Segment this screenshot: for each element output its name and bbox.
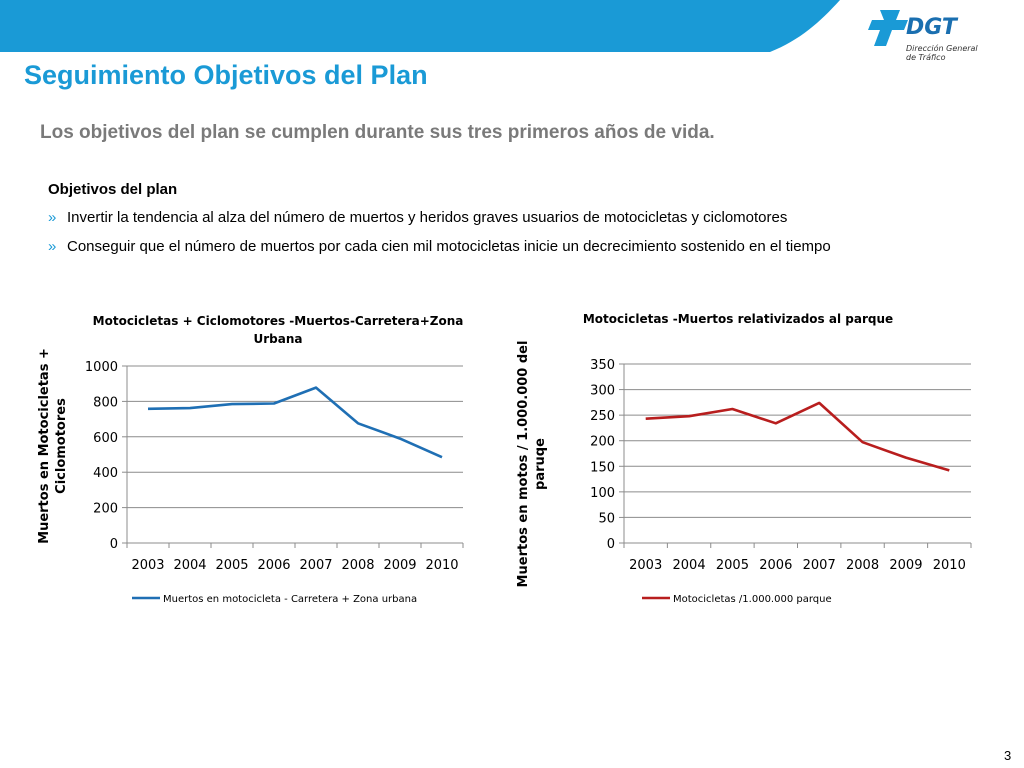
logo-text: DGT	[906, 15, 959, 40]
y-tick-label: 50	[598, 511, 615, 526]
legend-label: Motocicletas /1.000.000 parque	[673, 594, 832, 605]
y-axis-label: Muertos en motos / 1.000.000 del paruqe	[516, 341, 548, 588]
series-line	[147, 386, 443, 459]
x-tick-label: 2009	[889, 558, 922, 573]
x-tick-label: 2010	[425, 558, 458, 573]
objective-item: » Invertir la tendencia al alza del númer…	[48, 209, 787, 226]
dgt-cross-icon	[868, 10, 908, 46]
y-axis-label-line: Ciclomotores	[54, 398, 69, 494]
logo-line-2: de Tráfico	[906, 53, 946, 62]
bullet-mark: »	[48, 238, 57, 255]
header-bar	[0, 0, 840, 52]
objectives-heading: Objetivos del plan	[48, 181, 178, 198]
x-tick-label: 2003	[629, 558, 662, 573]
series-line	[645, 401, 950, 472]
objective-text: Conseguir que el número de muertos por c…	[67, 238, 831, 255]
dgt-logo: DGT Dirección General de Tráfico	[868, 10, 978, 62]
y-tick-label: 200	[93, 502, 118, 517]
x-tick-label: 2008	[846, 558, 879, 573]
y-axis-label-line: Muertos en motos / 1.000.000 del	[516, 341, 531, 588]
y-axis-label-line: paruqe	[533, 438, 548, 490]
chart-title: Urbana	[254, 332, 303, 346]
x-tick-label: 2006	[257, 558, 290, 573]
legend-label: Muertos en motocicleta - Carretera + Zon…	[163, 594, 417, 605]
page-title: Seguimiento Objetivos del Plan	[24, 60, 428, 90]
x-tick-label: 2004	[673, 558, 706, 573]
y-tick-label: 100	[590, 486, 615, 501]
y-tick-label: 0	[607, 537, 615, 552]
chart-title: Motocicletas + Ciclomotores -Muertos-Car…	[93, 314, 464, 328]
y-tick-label: 250	[590, 409, 615, 424]
y-tick-label: 400	[93, 466, 118, 481]
objective-text: Invertir la tendencia al alza del número…	[67, 209, 788, 226]
y-tick-label: 200	[590, 435, 615, 450]
y-axis-label: Muertos en Motocicletas + Ciclomotores	[37, 348, 69, 544]
y-tick-label: 1000	[85, 360, 118, 375]
x-tick-label: 2010	[933, 558, 966, 573]
x-tick-label: 2005	[215, 558, 248, 573]
y-tick-label: 0	[110, 537, 118, 552]
y-tick-label: 300	[590, 384, 615, 399]
objective-item: » Conseguir que el número de muertos por …	[48, 238, 831, 255]
x-tick-label: 2005	[716, 558, 749, 573]
x-tick-label: 2003	[131, 558, 164, 573]
x-tick-label: 2004	[173, 558, 206, 573]
x-tick-label: 2009	[383, 558, 416, 573]
x-tick-label: 2007	[299, 558, 332, 573]
chart-title: Motocicletas -Muertos relativizados al p…	[583, 312, 893, 326]
page-subtitle: Los objetivos del plan se cumplen durant…	[40, 122, 715, 143]
x-tick-label: 2007	[803, 558, 836, 573]
page-number: 3	[1004, 748, 1012, 763]
y-tick-label: 150	[590, 460, 615, 475]
y-tick-label: 800	[93, 395, 118, 410]
y-tick-label: 350	[590, 358, 615, 373]
y-tick-label: 600	[93, 431, 118, 446]
x-tick-label: 2006	[759, 558, 792, 573]
logo-line-1: Dirección General	[906, 43, 978, 53]
bullet-mark: »	[48, 209, 57, 226]
x-tick-label: 2008	[341, 558, 374, 573]
y-axis-label-line: Muertos en Motocicletas +	[37, 348, 52, 544]
